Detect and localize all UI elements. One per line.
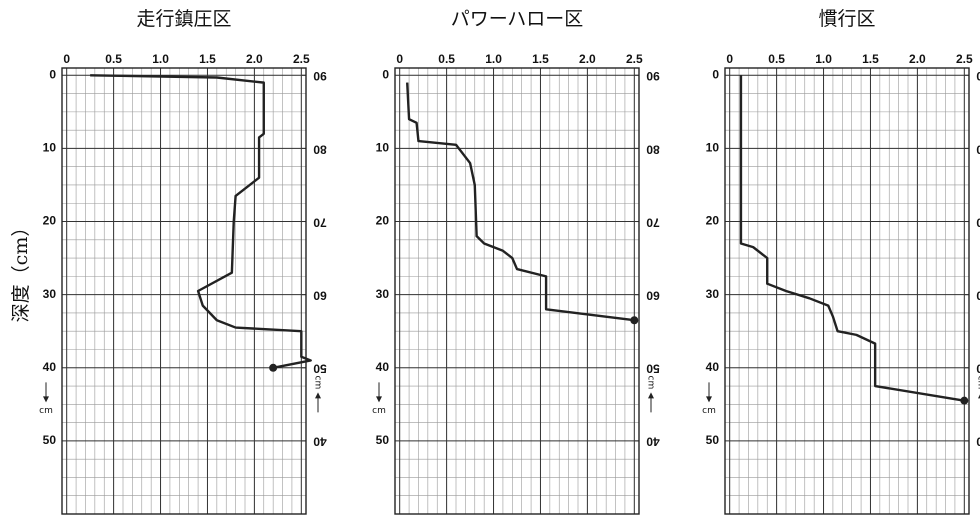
unit-label: cm xyxy=(646,376,656,390)
y-tick-label: 30 xyxy=(376,287,390,301)
x-tick-label: 0.5 xyxy=(105,52,122,66)
x-tick-label: 2.5 xyxy=(956,52,973,66)
y-tick-label: 50 xyxy=(43,433,57,447)
plot-frame xyxy=(62,68,306,514)
panel: パワーハロー区 0 0.5 1.0 1.5 2.0 2.5 0 10 20 30 40 50 90 80 70… xyxy=(372,8,660,514)
y-tick-label: 20 xyxy=(706,214,720,228)
unit-arrow-head xyxy=(376,396,382,402)
y-tick-label: 50 xyxy=(376,433,390,447)
unit-label: cm xyxy=(313,376,323,390)
x-tick-label: 2.0 xyxy=(579,52,596,66)
x-tick-label: 0.5 xyxy=(438,52,455,66)
x-tick-label: 1.5 xyxy=(199,52,216,66)
y-tick-label: 40 xyxy=(706,360,720,374)
y-tick-label: 40 xyxy=(376,360,390,374)
y2-tick-label: 40 xyxy=(976,435,980,449)
x-tick-label: 1.0 xyxy=(485,52,502,66)
unit-arrow-head xyxy=(648,392,654,398)
y-tick-label: 0 xyxy=(712,67,719,81)
x-tick-label: 0 xyxy=(63,52,70,66)
y2-tick-label: 70 xyxy=(313,215,327,229)
x-tick-label: 2.0 xyxy=(246,52,263,66)
end-point xyxy=(960,397,968,405)
x-tick-label: 1.0 xyxy=(815,52,832,66)
unit-label: cm xyxy=(976,376,980,390)
y-tick-label: 30 xyxy=(43,287,57,301)
plot-frame xyxy=(395,68,639,514)
panel: 慣行区 0 0.5 1.0 1.5 2.0 2.5 0 10 20 30 40 50 90 80 70 60 50… xyxy=(702,8,980,514)
y2-tick-label: 80 xyxy=(646,142,660,156)
panel-title: パワーハロー区 xyxy=(451,8,584,30)
x-tick-label: 1.5 xyxy=(862,52,879,66)
unit-label: cm xyxy=(702,406,716,416)
y2-tick-label: 60 xyxy=(976,288,980,302)
panel: 走行鎮圧区 0 0.5 1.0 1.5 2.0 2.5 0 10 20 30 40 50 90 80 70 60… xyxy=(39,8,327,514)
x-tick-label: 1.0 xyxy=(152,52,169,66)
y2-tick-label: 40 xyxy=(313,435,327,449)
panel-title: 走行鎮圧区 xyxy=(136,8,231,30)
y-tick-label: 10 xyxy=(43,141,57,155)
y2-tick-label: 60 xyxy=(313,288,327,302)
unit-arrow-head xyxy=(43,396,49,402)
y-tick-label: 30 xyxy=(706,287,720,301)
y2-tick-label: 60 xyxy=(646,288,660,302)
y-tick-label: 20 xyxy=(43,214,57,228)
y-tick-label: 40 xyxy=(43,360,57,374)
unit-arrow-head xyxy=(315,392,321,398)
x-tick-label: 2.5 xyxy=(626,52,643,66)
line xyxy=(407,83,634,321)
y-axis-label: 深度（cm） xyxy=(10,218,32,323)
y2-tick-label: 50 xyxy=(646,362,660,376)
x-tick-label: 2.0 xyxy=(909,52,926,66)
line xyxy=(741,75,964,400)
x-tick-label: 2.5 xyxy=(293,52,310,66)
y2-tick-label: 90 xyxy=(646,69,660,83)
x-tick-label: 0 xyxy=(396,52,403,66)
y-tick-label: 10 xyxy=(706,141,720,155)
y2-tick-label: 70 xyxy=(976,215,980,229)
x-tick-label: 0 xyxy=(726,52,733,66)
x-tick-label: 0.5 xyxy=(768,52,785,66)
end-point xyxy=(269,364,277,372)
y-tick-label: 0 xyxy=(382,67,389,81)
plot-frame xyxy=(725,68,969,514)
unit-arrow-head xyxy=(706,396,712,402)
y2-tick-label: 50 xyxy=(976,362,980,376)
y-tick-label: 50 xyxy=(706,433,720,447)
y2-tick-label: 80 xyxy=(313,142,327,156)
y-tick-label: 0 xyxy=(49,67,56,81)
end-point xyxy=(630,316,638,324)
y2-tick-label: 90 xyxy=(313,69,327,83)
y-tick-label: 10 xyxy=(376,141,390,155)
y2-tick-label: 80 xyxy=(976,142,980,156)
panel-title: 慣行区 xyxy=(818,8,875,30)
unit-label: cm xyxy=(372,406,386,416)
x-tick-label: 1.5 xyxy=(532,52,549,66)
y2-tick-label: 90 xyxy=(976,69,980,83)
y-tick-label: 20 xyxy=(376,214,390,228)
unit-label: cm xyxy=(39,406,53,416)
y2-tick-label: 70 xyxy=(646,215,660,229)
y2-tick-label: 50 xyxy=(313,362,327,376)
y2-tick-label: 40 xyxy=(646,435,660,449)
chart: 深度（cm） 走行鎮圧区 0 0.5 1.0 1.5 2.0 2.5 0 10 20 30 40 50 9… xyxy=(0,0,980,524)
